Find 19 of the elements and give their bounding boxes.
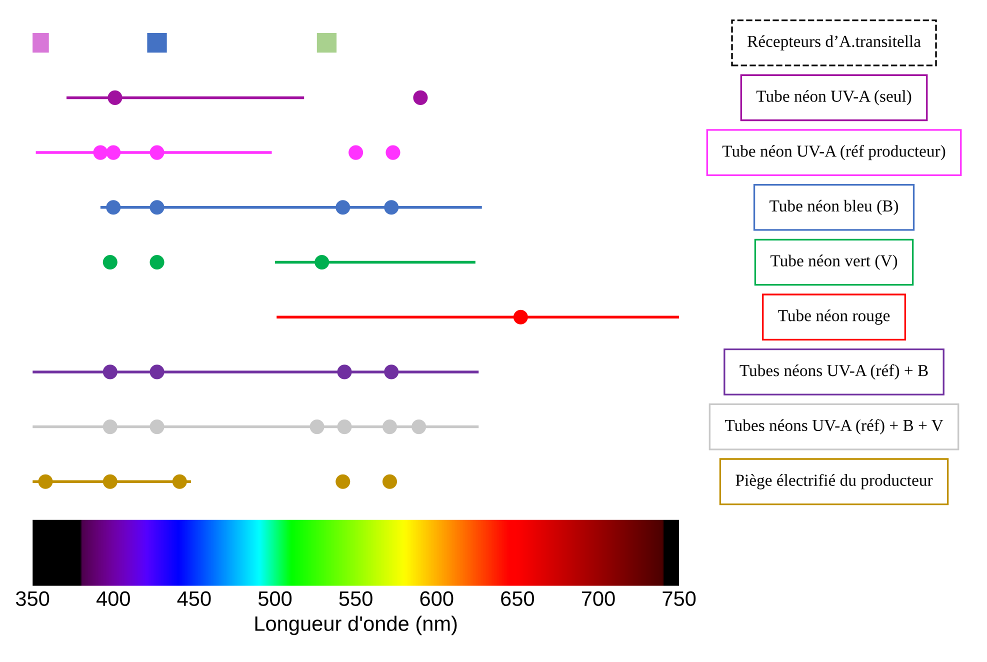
- x-tick-label: 400: [96, 591, 130, 606]
- x-tick-label: 600: [420, 591, 454, 606]
- y-tick-label: Tube néon bleu (B): [770, 200, 898, 215]
- y-tick-label: Tube néon vert (V): [770, 254, 898, 270]
- y-tick-label: Tube néon UV-A (seul): [756, 90, 912, 106]
- x-tick-label: 550: [339, 591, 372, 606]
- y-tick-label: Tube néon UV-A (réf producteur): [722, 144, 946, 160]
- x-tick-label: 750: [662, 591, 696, 606]
- y-tick-label: Tubes néons UV-A (réf) + B: [740, 364, 928, 380]
- y-tick-label: Récepteurs d’A.transitella: [747, 35, 921, 50]
- x-tick-label: 500: [258, 591, 292, 606]
- y-tick-label: Piège électrifié du producteur: [736, 474, 933, 490]
- x-tick-label: 450: [177, 591, 211, 606]
- x-tick-label: 700: [582, 591, 615, 606]
- x-tick-label: 650: [501, 591, 534, 606]
- x-tick-label: 350: [16, 591, 50, 606]
- x-axis-title: Longueur d'onde (nm): [255, 616, 457, 636]
- y-tick-label: Tubes néons UV-A (réf) + B + V: [724, 419, 944, 434]
- y-tick-label: Tube néon rouge: [778, 310, 890, 325]
